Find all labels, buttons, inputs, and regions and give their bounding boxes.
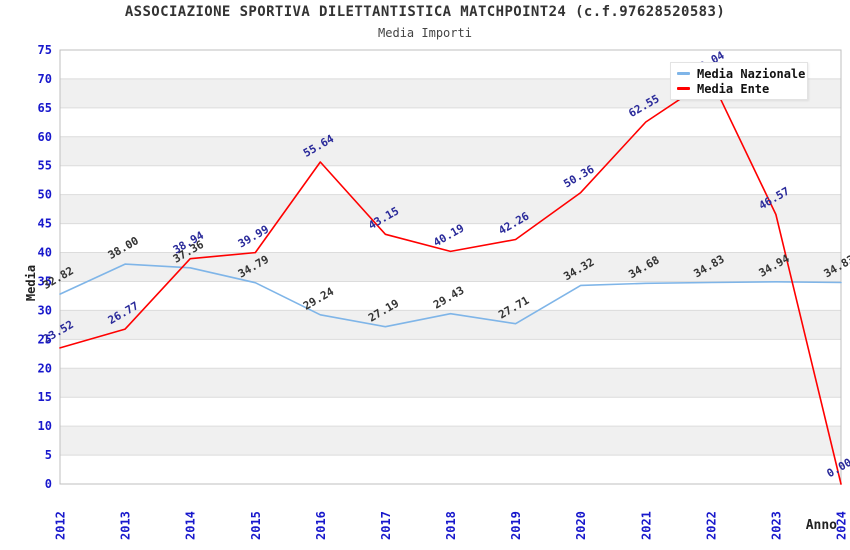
x-tick-label: 2021 <box>639 511 653 540</box>
y-tick-label: 20 <box>38 361 52 375</box>
plot-band <box>60 165 841 195</box>
y-tick-label: 25 <box>38 332 52 346</box>
plot-band <box>60 194 841 224</box>
y-tick-label: 0 <box>45 477 52 491</box>
y-tick-label: 15 <box>38 390 52 404</box>
y-tick-label: 35 <box>38 274 52 288</box>
legend: Media Nazionale Media Ente <box>670 62 808 100</box>
plot-band <box>60 455 841 484</box>
x-tick-label: 2022 <box>704 511 718 540</box>
plot-band <box>60 107 841 137</box>
y-tick-label: 55 <box>38 159 52 173</box>
x-tick-label: 2018 <box>444 511 458 540</box>
y-tick-label: 45 <box>38 217 52 231</box>
y-tick-label: 60 <box>38 130 52 144</box>
plot-band <box>60 281 841 311</box>
x-tick-label: 2014 <box>184 511 198 540</box>
x-tick-label: 2023 <box>769 511 783 540</box>
plot-band <box>60 368 841 398</box>
chart-title: ASSOCIAZIONE SPORTIVA DILETTANTISTICA MA… <box>124 4 726 20</box>
plot-band <box>60 426 841 456</box>
plot-band <box>60 223 841 253</box>
plot-band <box>60 136 841 166</box>
x-tick-label: 2020 <box>574 511 588 540</box>
x-tick-label: 2017 <box>379 511 393 540</box>
y-tick-label: 30 <box>38 303 52 317</box>
legend-item-media-nazionale: Media Nazionale <box>677 66 805 81</box>
x-tick-label: 2015 <box>249 511 263 540</box>
plot-band <box>60 310 841 340</box>
legend-label: Media Ente <box>697 81 770 96</box>
y-tick-label: 65 <box>38 101 52 115</box>
y-tick-label: 10 <box>38 419 52 433</box>
y-tick-label: 75 <box>38 43 52 57</box>
legend-label: Media Nazionale <box>697 66 806 81</box>
media-nazionale-line-swatch <box>677 72 690 75</box>
chart-subtitle: Media Importi <box>378 26 472 40</box>
x-tick-label: 2019 <box>509 511 523 540</box>
y-tick-label: 5 <box>45 448 52 462</box>
x-tick-label: 2012 <box>54 511 68 540</box>
y-tick-label: 70 <box>38 72 52 86</box>
series-line-media-nazionale <box>59 263 842 328</box>
plot-band <box>60 397 841 427</box>
y-tick-label: 50 <box>38 188 52 202</box>
x-axis-title: Anno <box>805 518 837 533</box>
media-ente-line-swatch <box>677 87 690 90</box>
plot-border <box>59 49 842 485</box>
x-tick-label: 2016 <box>314 511 328 540</box>
x-tick-label: 2024 <box>835 511 849 540</box>
x-tick-label: 2013 <box>119 511 133 540</box>
y-tick-label: 40 <box>38 246 52 260</box>
plot-band <box>60 339 841 369</box>
legend-item-media-ente: Media Ente <box>677 81 799 96</box>
y-axis-title: Media <box>24 264 38 302</box>
